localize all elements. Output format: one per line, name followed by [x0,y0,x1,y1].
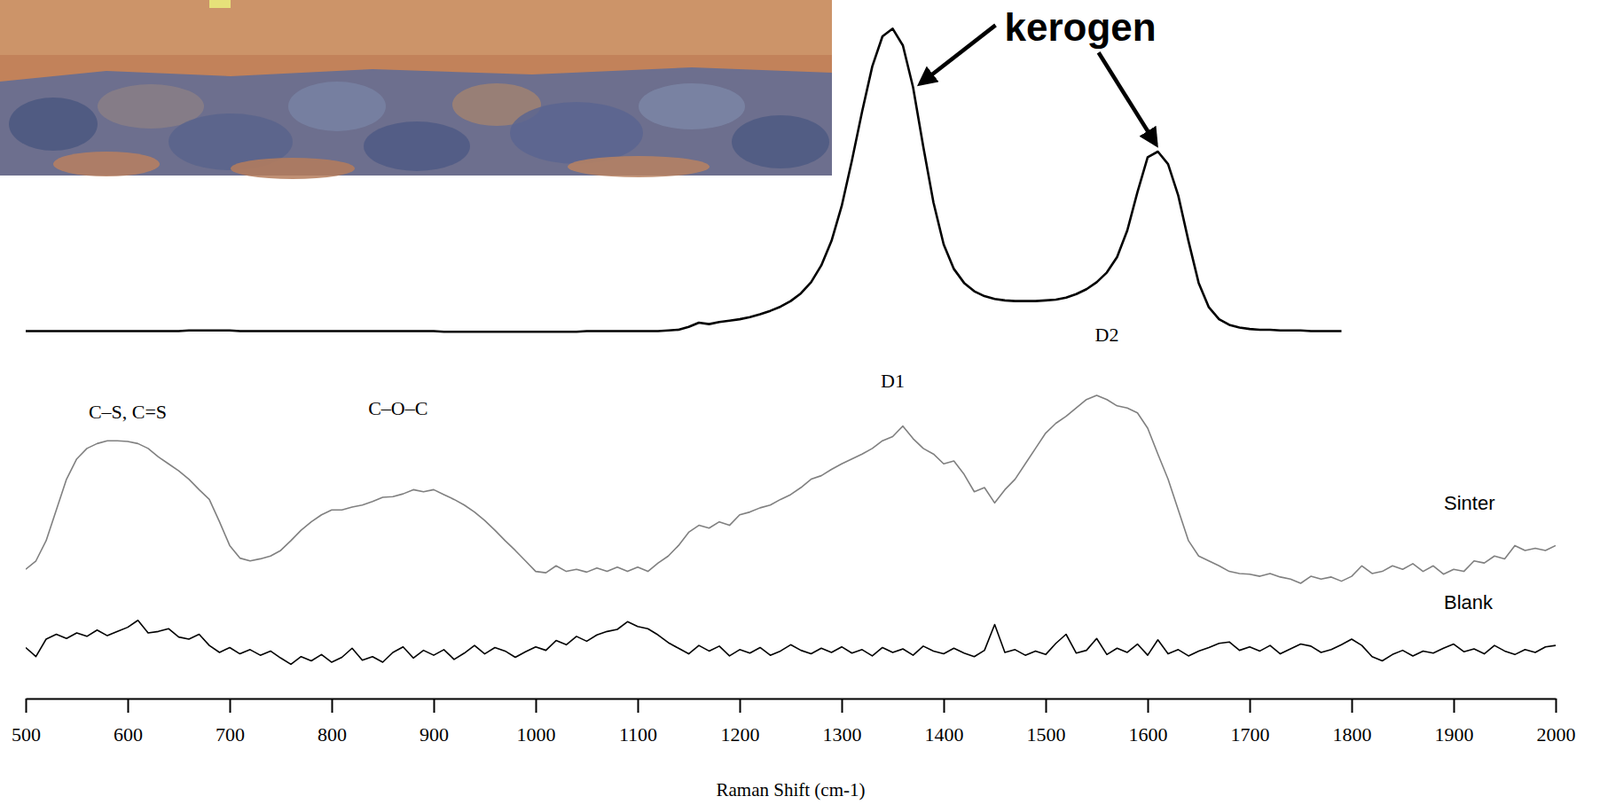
x-tick-label: 600 [113,723,143,746]
x-tick-label: 1800 [1333,723,1373,746]
callout-arrow [920,24,997,84]
x-tick: 900 [419,698,449,746]
annotation: C–O–C [368,397,428,420]
photo-patch [8,97,98,151]
x-tick-mark [1555,698,1558,714]
x-tick-mark [1453,698,1456,714]
series-line [25,28,1342,332]
x-axis-title: Raman Shift (cm-1) [716,779,866,801]
x-tick-mark [1249,698,1252,714]
x-tick-mark [739,698,742,714]
photo-soil [0,0,832,55]
x-tick: 1200 [721,698,761,746]
x-tick-label: 1100 [619,723,658,746]
x-tick-label: 900 [419,723,449,746]
x-tick-mark [637,698,640,714]
photo-marker [209,0,231,8]
x-tick-label: 1000 [517,723,557,746]
series-label: kerogen [1004,5,1157,49]
x-tick: 1300 [823,698,863,746]
x-tick: 1000 [517,698,557,746]
x-tick-mark [943,698,946,714]
x-tick-mark [1147,698,1150,714]
x-tick: 1800 [1333,698,1373,746]
callout-arrow [1098,52,1157,145]
x-tick: 1600 [1129,698,1169,746]
x-tick-mark [841,698,844,714]
x-tick-label: 1600 [1129,723,1169,746]
photo-patch [509,101,644,165]
photo-patch [288,81,386,132]
x-tick-label: 1900 [1435,723,1475,746]
x-tick-label: 1700 [1231,723,1271,746]
x-tick-mark [1351,698,1354,714]
x-tick: 1500 [1027,698,1067,746]
x-tick: 1700 [1231,698,1271,746]
x-tick: 800 [317,698,347,746]
photo-patch [567,156,710,178]
x-tick: 1900 [1435,698,1475,746]
x-tick-label: 1300 [823,723,863,746]
x-tick-mark [127,698,130,714]
photo-patch [638,83,746,130]
x-tick-label: 800 [317,723,347,746]
x-tick-mark [229,698,232,714]
x-tick-label: 1400 [925,723,965,746]
photo-band [0,67,832,176]
x-tick-label: 500 [11,723,41,746]
photo-ground [0,0,832,176]
x-tick-label: 1200 [721,723,761,746]
chart-svg: 500 600 700 800 900 1000 1100 1200 1300 1400 1500 1… [0,0,1600,812]
x-axis-line [26,698,1557,701]
x-tick-mark [535,698,538,714]
x-tick: 1400 [925,698,965,746]
photo [0,0,832,180]
photo-patch [363,121,471,172]
series-label: Sinter [1443,492,1495,515]
x-tick-mark [25,698,28,714]
x-tick: 700 [215,698,245,746]
x-tick: 500 [11,698,41,746]
annotation: D1 [880,369,905,393]
x-tick: 1100 [619,698,658,746]
x-tick-label: 700 [215,723,245,746]
photo-patch [230,157,355,180]
plot-lines [25,28,1556,665]
x-tick-mark [331,698,334,714]
series-label: Blank [1443,591,1494,614]
x-tick: 2000 [1537,698,1577,746]
x-axis: 500 600 700 800 900 1000 1100 1200 1300 1400 1500 1… [11,698,1577,746]
photo-patch [731,115,830,169]
x-tick-mark [433,698,436,714]
series-line [25,395,1556,584]
annotation: C–S, C=S [88,400,167,424]
chart-container: 500 600 700 800 900 1000 1100 1200 1300 1400 1500 1… [0,0,1600,812]
annotation: D2 [1095,323,1120,346]
x-tick-mark [1045,698,1048,714]
x-tick-label: 2000 [1537,723,1577,746]
photo-patch [53,151,160,177]
x-tick-label: 1500 [1027,723,1067,746]
x-tick: 600 [113,698,143,746]
series-line [25,620,1556,666]
